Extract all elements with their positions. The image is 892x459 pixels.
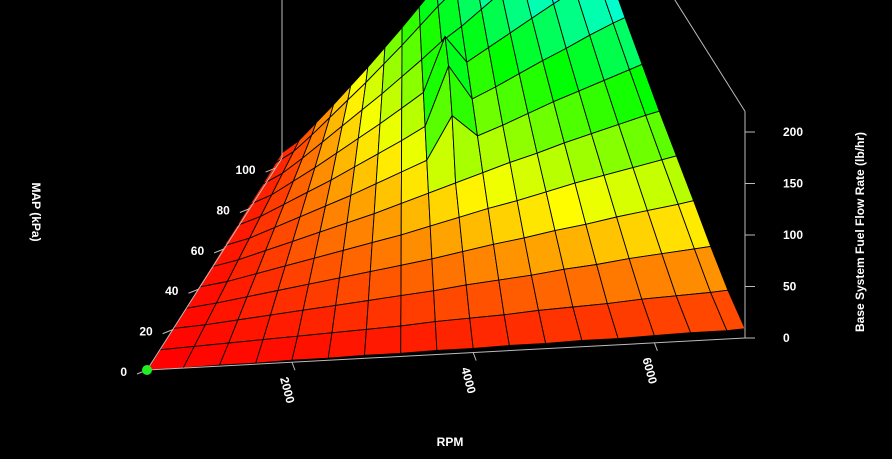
surface-cell bbox=[434, 317, 474, 351]
x-tick-mark bbox=[472, 352, 477, 361]
z-tick-label: 200 bbox=[783, 125, 803, 139]
surface-cell bbox=[291, 332, 333, 361]
surface-cell bbox=[364, 325, 402, 356]
y-tick-label: 60 bbox=[191, 244, 205, 258]
surface-cell bbox=[431, 251, 467, 292]
x-axis-label: RPM bbox=[437, 435, 464, 449]
y-axis-line bbox=[146, 157, 283, 371]
x-tick-label: 6000 bbox=[639, 356, 660, 386]
z-tick-label: 50 bbox=[783, 280, 797, 294]
z-tick-label: 150 bbox=[783, 177, 803, 191]
y-tick-label: 100 bbox=[236, 163, 256, 177]
x-axis-line bbox=[146, 337, 746, 371]
surface-cell bbox=[465, 279, 505, 319]
surface-cell bbox=[400, 258, 435, 297]
surface-cell bbox=[433, 284, 471, 323]
surface-cell bbox=[400, 290, 436, 327]
origin-marker bbox=[142, 365, 152, 375]
surface-cell bbox=[400, 321, 438, 354]
surface-cell bbox=[709, 289, 746, 332]
surface-cell bbox=[297, 304, 337, 337]
x-tick-mark bbox=[653, 342, 658, 352]
x-tick-mark bbox=[291, 362, 296, 371]
y-tick-mark bbox=[239, 208, 251, 213]
surface-cell bbox=[365, 295, 402, 330]
y-tick-mark bbox=[213, 248, 225, 254]
surface-cell bbox=[469, 314, 510, 349]
y-tick-mark bbox=[162, 329, 173, 335]
x-tick-label: 4000 bbox=[458, 366, 479, 396]
axis-ticks: 2000 4000 6000 0 20 40 60 80 100 0 50 100 150 200 bbox=[120, 125, 803, 405]
y-tick-label: 40 bbox=[165, 284, 179, 298]
right-top-edge bbox=[674, 0, 746, 112]
surface-mesh bbox=[146, 0, 746, 371]
surface-cell bbox=[462, 243, 500, 286]
y-tick-mark bbox=[188, 288, 199, 294]
y-tick-label: 20 bbox=[139, 325, 153, 339]
x-tick-label: 2000 bbox=[277, 375, 298, 405]
y-axis-label: MAP (kPa) bbox=[29, 182, 43, 241]
z-axis-label: Base System Fuel Flow Rate (lb/hr) bbox=[853, 132, 867, 332]
surface-cell bbox=[331, 299, 369, 334]
surface-cell bbox=[327, 328, 367, 359]
y-tick-label: 80 bbox=[216, 203, 230, 217]
z-tick-label: 0 bbox=[783, 331, 790, 345]
z-tick-label: 100 bbox=[783, 228, 803, 242]
y-tick-mark bbox=[265, 167, 276, 173]
y-tick-label: 0 bbox=[120, 365, 127, 379]
axis-frame bbox=[146, 0, 746, 371]
surface-cell bbox=[367, 264, 402, 302]
